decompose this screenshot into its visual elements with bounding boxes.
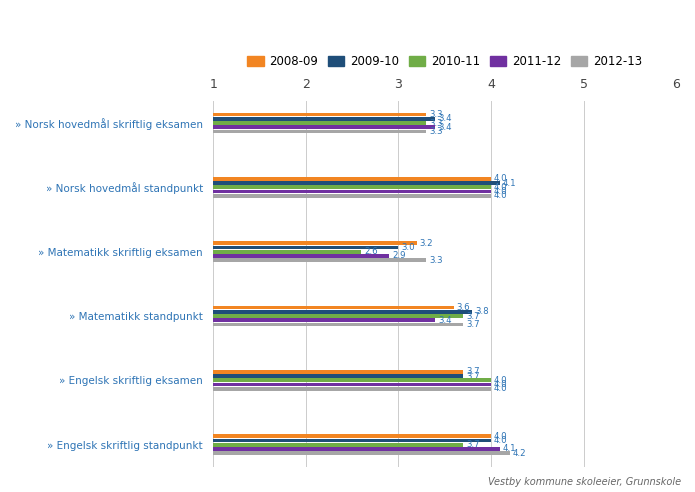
Bar bbox=[213, 438, 491, 442]
Text: 4.0: 4.0 bbox=[493, 384, 507, 394]
Text: 3.4: 3.4 bbox=[439, 114, 452, 123]
Bar bbox=[213, 241, 417, 245]
Text: 4.0: 4.0 bbox=[493, 183, 507, 192]
Text: 3.3: 3.3 bbox=[429, 127, 443, 136]
Bar bbox=[213, 121, 426, 125]
Text: 2.9: 2.9 bbox=[392, 251, 405, 260]
Text: 4.0: 4.0 bbox=[493, 436, 507, 445]
Text: 4.0: 4.0 bbox=[493, 376, 507, 385]
Text: 3.0: 3.0 bbox=[401, 243, 415, 252]
Bar bbox=[213, 190, 491, 193]
Bar bbox=[213, 250, 361, 253]
Text: 2.6: 2.6 bbox=[364, 247, 378, 256]
Text: 4.0: 4.0 bbox=[493, 431, 507, 441]
Text: 3.4: 3.4 bbox=[439, 123, 452, 132]
Bar bbox=[213, 378, 491, 382]
Text: 3.7: 3.7 bbox=[466, 368, 480, 376]
Bar bbox=[213, 447, 500, 451]
Text: 4.1: 4.1 bbox=[503, 444, 516, 454]
Text: Vestby kommune skoleeier, Grunnskole: Vestby kommune skoleeier, Grunnskole bbox=[488, 477, 681, 487]
Text: 4.2: 4.2 bbox=[512, 449, 526, 458]
Bar bbox=[213, 185, 491, 189]
Text: 3.7: 3.7 bbox=[466, 371, 480, 380]
Bar bbox=[213, 383, 491, 386]
Text: 4.0: 4.0 bbox=[493, 174, 507, 184]
Bar bbox=[213, 181, 500, 185]
Bar bbox=[213, 194, 491, 198]
Text: 3.7: 3.7 bbox=[466, 311, 480, 320]
Bar bbox=[213, 443, 464, 447]
Legend: 2008-09, 2009-10, 2010-11, 2011-12, 2012-13: 2008-09, 2009-10, 2010-11, 2011-12, 2012… bbox=[243, 50, 647, 73]
Text: 3.7: 3.7 bbox=[466, 440, 480, 449]
Bar bbox=[213, 177, 491, 181]
Bar bbox=[213, 323, 464, 326]
Text: 3.8: 3.8 bbox=[475, 307, 489, 316]
Bar bbox=[213, 451, 509, 455]
Bar bbox=[213, 117, 436, 121]
Text: 4.1: 4.1 bbox=[503, 179, 516, 187]
Bar bbox=[213, 125, 436, 129]
Text: 3.4: 3.4 bbox=[439, 316, 452, 325]
Bar bbox=[213, 113, 426, 117]
Text: 3.3: 3.3 bbox=[429, 110, 443, 119]
Text: 3.2: 3.2 bbox=[420, 239, 434, 247]
Bar bbox=[213, 318, 436, 322]
Bar bbox=[213, 306, 454, 309]
Bar bbox=[213, 130, 426, 133]
Bar bbox=[213, 370, 464, 373]
Bar bbox=[213, 246, 398, 249]
Bar bbox=[213, 310, 473, 313]
Bar bbox=[213, 374, 464, 378]
Bar bbox=[213, 434, 491, 438]
Text: 4.0: 4.0 bbox=[493, 380, 507, 389]
Bar bbox=[213, 258, 426, 262]
Bar bbox=[213, 254, 389, 258]
Bar bbox=[213, 387, 491, 391]
Text: 4.0: 4.0 bbox=[493, 191, 507, 200]
Text: 4.0: 4.0 bbox=[493, 187, 507, 196]
Text: 3.7: 3.7 bbox=[466, 320, 480, 329]
Text: 3.6: 3.6 bbox=[457, 303, 471, 312]
Bar bbox=[213, 314, 464, 318]
Text: 3.3: 3.3 bbox=[429, 256, 443, 265]
Text: 3.3: 3.3 bbox=[429, 119, 443, 127]
